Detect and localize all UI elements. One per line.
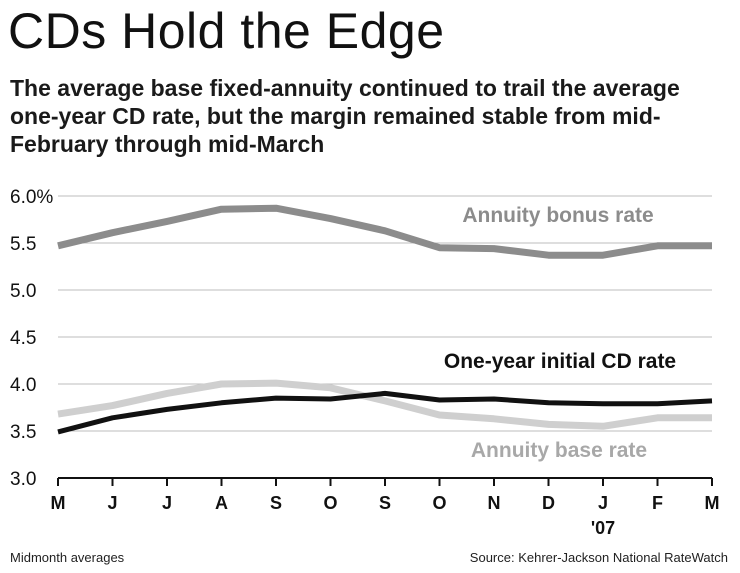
series-line bbox=[57, 204, 712, 259]
y-tick-label: 4.0 bbox=[10, 375, 36, 396]
series-line bbox=[57, 390, 713, 435]
x-tick-label: J bbox=[162, 493, 172, 513]
series-line bbox=[57, 379, 712, 430]
x-tick-label: J bbox=[598, 493, 608, 513]
x-tick-label: A bbox=[215, 493, 228, 513]
x-tick-label: F bbox=[652, 493, 663, 513]
chart-subtitle: The average base fixed-annuity continued… bbox=[10, 75, 680, 157]
x-tick-label: J bbox=[107, 493, 117, 513]
y-tick-label: 3.0 bbox=[10, 469, 36, 490]
y-tick-label: 5.5 bbox=[10, 234, 36, 255]
chart-title: CDs Hold the Edge bbox=[8, 3, 445, 59]
series-label: Annuity bonus rate bbox=[462, 204, 653, 227]
y-tick-label: 4.5 bbox=[10, 328, 36, 349]
y-tick-label: 5.0 bbox=[10, 281, 36, 302]
y-tick-label: 3.5 bbox=[10, 422, 36, 443]
y-tick-label: 6.0% bbox=[10, 187, 53, 208]
x-tick-label: S bbox=[270, 493, 282, 513]
x-tick-label: O bbox=[323, 493, 337, 513]
footnote: Midmonth averages bbox=[10, 550, 125, 565]
x-tick-label: S bbox=[379, 493, 391, 513]
source-credit: Source: Kehrer-Jackson National RateWatc… bbox=[469, 550, 728, 565]
x-tick-label: D bbox=[542, 493, 555, 513]
x-tick-label: M bbox=[51, 493, 66, 513]
year-label: '07 bbox=[591, 518, 615, 538]
series-label: One-year initial CD rate bbox=[444, 350, 676, 373]
x-tick-label: N bbox=[488, 493, 501, 513]
x-tick-label: M bbox=[705, 493, 720, 513]
series-label: Annuity base rate bbox=[471, 439, 647, 462]
x-tick-label: O bbox=[432, 493, 446, 513]
